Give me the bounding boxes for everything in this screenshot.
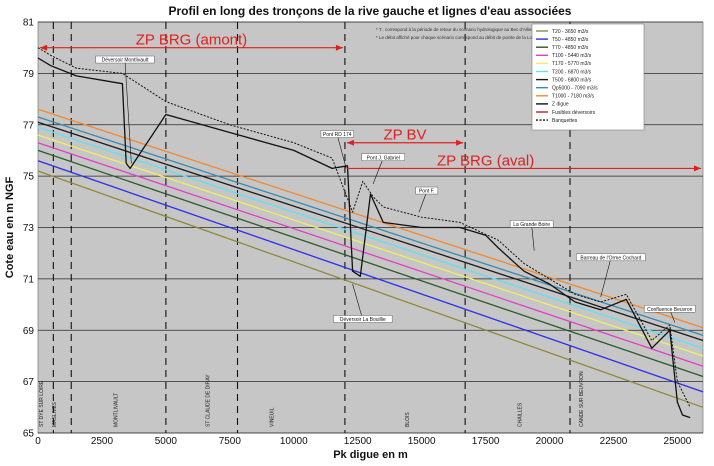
tick-layer: 65 67 69 71 73 75 77 79 81 0 2500 5000 7500 10000 1250…: [23, 18, 692, 448]
legend-label: T1000 - 7180 m3/s: [552, 94, 594, 100]
annotation-leader: [531, 224, 535, 251]
annotation-leader: [352, 283, 364, 321]
zone-label: ZP BRG (aval): [437, 152, 534, 169]
x-tick-label: 20000: [536, 436, 564, 447]
x-tick-label: 17500: [472, 436, 500, 447]
overlay-layer: ZP BRG (amont) ZP BV ZP BRG (aval) ST DYE S…: [39, 32, 701, 427]
annotation-label: Pont J. Gabriel: [367, 155, 400, 161]
zone-label: ZP BV: [383, 127, 426, 144]
x-tick-label: 22500: [600, 436, 628, 447]
legend-label: T170 - 5770 m3/s: [552, 61, 592, 67]
place-name-label: ST DYE SUR LOIRE: [39, 380, 45, 427]
zone-arrow-head-right: [456, 139, 464, 146]
annotation-box: [333, 315, 393, 323]
chart-note: * T.. correspond à la période de retour …: [376, 27, 534, 32]
annotation-label: Pont RD 174: [323, 132, 352, 138]
annotation-box: [509, 220, 554, 228]
series-layer: [37, 47, 704, 419]
series-line: [37, 160, 704, 393]
legend-label: T20 - 3650 m3/s: [552, 29, 589, 35]
legend-label: Fusibles déversoirs: [552, 110, 596, 116]
series-line: [37, 121, 704, 342]
annotation-label: La Grande Boire: [513, 222, 550, 228]
zone-arrow-head-left: [346, 139, 354, 146]
zone-label: ZP BRG (amont): [136, 32, 247, 49]
annotation-label: Déversoir Montlivault: [102, 58, 149, 64]
place-name-label: ST CLAUDE DE DIRAY: [205, 374, 211, 427]
y-tick-label: 81: [23, 18, 35, 29]
y-tick-label: 73: [23, 223, 35, 234]
annotation-box: [361, 153, 405, 161]
grid: [38, 21, 703, 434]
legend-label: Qp5000 - 7090 m3/s: [552, 86, 598, 92]
x-tick-label: 7500: [219, 436, 242, 447]
series-line: [37, 134, 704, 357]
series-line: [37, 149, 704, 378]
place-name-label: MASLIVES: [52, 401, 58, 427]
annotation-leader: [600, 258, 612, 297]
x-tick-label: 2500: [91, 436, 114, 447]
annotation-leader: [372, 158, 384, 184]
chart-note: * Le débit affiché pour chaque scénario …: [376, 35, 625, 40]
annotation-box: [320, 130, 354, 138]
x-tick-label: 5000: [155, 436, 178, 447]
legend-label: T500 - 6800 m3/s: [552, 77, 592, 83]
zone-arrow-head-left: [40, 44, 47, 51]
annotation-label: Confluence Beuvron: [647, 307, 693, 313]
place-name-label: CANDE SUR BEUVRON: [579, 371, 585, 427]
legend-label: T50 - 4850 m3/s: [552, 37, 589, 43]
legend-label: T200 - 6870 m3/s: [552, 69, 592, 75]
place-name-label: BLOIS: [405, 412, 411, 427]
y-tick-label: 71: [23, 274, 35, 285]
y-tick-label: 79: [23, 69, 35, 80]
y-axis-title: Cote eau en m NGF: [4, 176, 16, 278]
x-tick-label: 15000: [408, 436, 436, 447]
y-tick-label: 75: [23, 172, 35, 183]
annotation-box: [644, 305, 696, 313]
x-tick-label: 25000: [664, 436, 692, 447]
place-name-label: CHAILLES: [517, 402, 523, 427]
y-tick-label: 67: [23, 377, 35, 388]
series-line: [37, 57, 691, 419]
zone-arrow-head-right: [694, 165, 701, 172]
annotation-box: [95, 55, 155, 64]
chart-title: Profil en long des tronçons de la rive g…: [169, 4, 572, 18]
y-tick-label: 65: [23, 429, 35, 440]
annotation-leader: [418, 191, 428, 213]
legend-box: [531, 23, 645, 131]
x-tick-label: 10000: [280, 436, 308, 447]
series-line: [37, 142, 704, 367]
y-tick-label: 77: [23, 120, 35, 131]
legend-label: Banquettes: [552, 118, 578, 124]
legend-label: T100 - 5440 m3/s: [552, 53, 592, 59]
series-line: [37, 47, 691, 408]
series-line: [37, 170, 704, 408]
place-name-label: MONTLIVAULT: [113, 393, 119, 427]
annotation-leader: [124, 60, 132, 164]
x-tick-label: 0: [35, 436, 41, 447]
legend-label: T70 - 4850 m3/s: [552, 45, 589, 51]
annotation-label: Déversoir La Bouillie: [340, 317, 386, 323]
legend: * T.. correspond à la période de retour …: [376, 23, 645, 131]
series-line: [37, 126, 704, 349]
x-tick-label: 12500: [344, 436, 372, 447]
place-name-label: VINEUIL: [269, 407, 275, 427]
x-axis-title: Pk digue en m: [333, 449, 408, 461]
annotation-leader: [336, 134, 347, 169]
annotation-label: Barreau de l'Orme Cochard: [580, 256, 641, 262]
legend-label: Z digue: [552, 102, 569, 108]
annotation-box: [415, 186, 439, 195]
y-tick-label: 69: [23, 326, 35, 337]
series-line: [37, 108, 704, 329]
annotation-label: Pont F.: [419, 189, 435, 195]
zone-arrow-head-right: [335, 44, 343, 51]
annotation-box: [576, 253, 646, 262]
